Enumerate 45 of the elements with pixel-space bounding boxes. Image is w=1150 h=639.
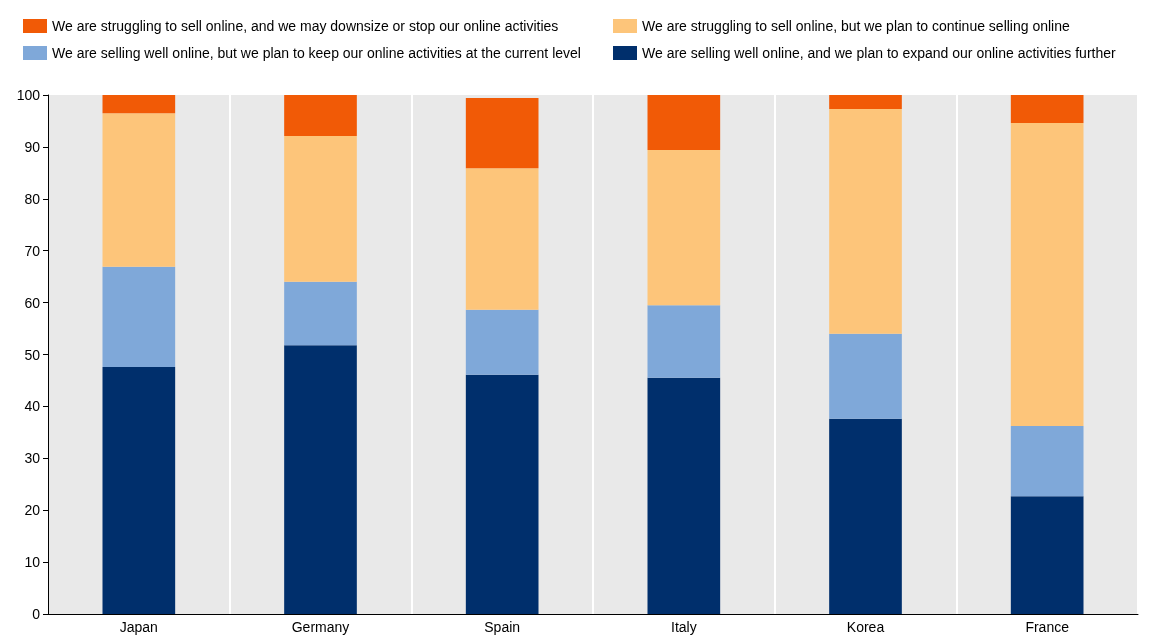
- y-tick-label: 100: [16, 87, 41, 103]
- bar: [284, 281, 357, 346]
- bar: [1010, 426, 1084, 497]
- y-tick-label: 10: [24, 554, 41, 571]
- bar: [465, 98, 539, 169]
- bar: [465, 309, 539, 375]
- bar: [647, 95, 721, 151]
- x-tick-label: Germany: [291, 619, 350, 635]
- legend-label: We are selling well online, but we plan to keep our online activities at the current level: [52, 45, 581, 61]
- bar: [102, 266, 176, 367]
- bar: [465, 374, 539, 614]
- x-tick-label: Spain: [484, 619, 521, 635]
- y-tick-label: 70: [24, 242, 41, 259]
- bar: [647, 150, 721, 306]
- y-tick-label: 40: [24, 398, 41, 415]
- bar: [829, 333, 902, 419]
- bar: [102, 95, 176, 114]
- bar: [465, 168, 539, 310]
- bar: [829, 109, 902, 334]
- y-tick-label: 60: [24, 294, 41, 311]
- legend-label: We are selling well online, and we plan to expand our online activities further: [642, 45, 1117, 61]
- bar: [647, 305, 721, 378]
- legend-label: We are struggling to sell online, but we plan to continue selling online: [642, 18, 1070, 34]
- y-tick-label: 50: [24, 346, 41, 363]
- y-tick-label: 0: [32, 606, 41, 622]
- bar: [1010, 95, 1084, 124]
- bar: [1010, 496, 1084, 614]
- bar: [829, 418, 902, 614]
- y-tick-label: 20: [24, 502, 41, 519]
- bar: [102, 113, 176, 267]
- legend-label: We are struggling to sell online, and we may downsize or stop our online activities: [52, 18, 559, 34]
- x-tick-label: France: [1025, 619, 1070, 635]
- x-tick-label: Japan: [119, 619, 158, 635]
- bar: [284, 345, 357, 614]
- x-tick-label: Italy: [670, 619, 697, 635]
- y-tick-label: 90: [24, 138, 41, 155]
- bar: [102, 366, 176, 614]
- bar: [1010, 123, 1084, 427]
- bar: [829, 95, 902, 110]
- y-tick-label: 30: [24, 450, 41, 467]
- bar: [284, 95, 357, 136]
- bar: [284, 136, 357, 282]
- x-tick-label: Korea: [846, 619, 885, 635]
- y-tick-label: 80: [24, 190, 41, 207]
- bar: [647, 377, 721, 614]
